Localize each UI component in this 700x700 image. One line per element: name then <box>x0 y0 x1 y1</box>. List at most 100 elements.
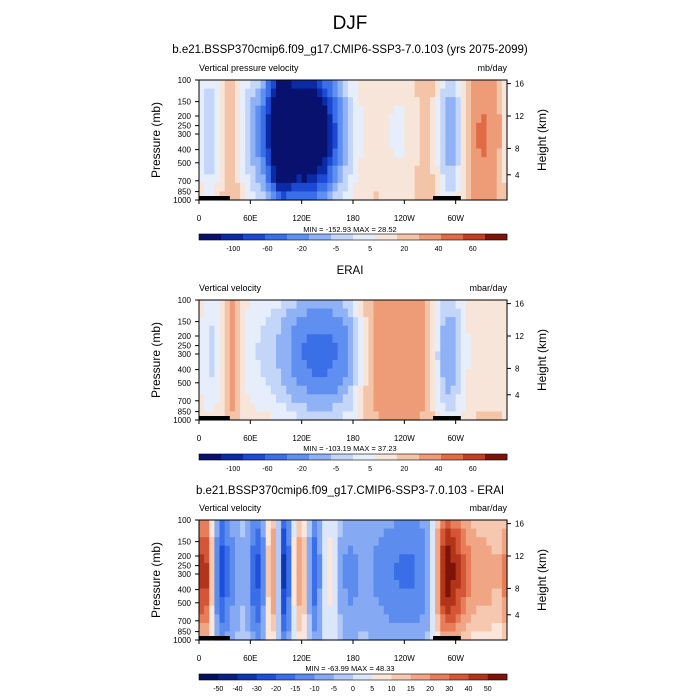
heatmap-cell <box>419 605 426 615</box>
heatmap-cell <box>337 360 344 370</box>
heatmap-cell <box>204 105 210 115</box>
heatmap-cell <box>358 588 364 598</box>
heatmap-cell <box>337 562 344 573</box>
heatmap-cell <box>481 105 488 115</box>
heatmap-cell <box>199 317 205 327</box>
heatmap-cell <box>286 528 292 538</box>
heatmap-cell <box>296 351 303 361</box>
heatmap-cell <box>209 182 215 193</box>
heatmap-cell <box>281 520 287 530</box>
heatmap-cell <box>265 300 272 310</box>
heatmap-cell <box>260 174 267 184</box>
heatmap-cell <box>409 80 416 90</box>
heatmap-cell <box>337 377 344 387</box>
heatmap-cell <box>240 402 246 413</box>
y2-tick-label: 4 <box>515 171 520 180</box>
heatmap-cell <box>245 545 251 555</box>
colorbar-swatch <box>265 234 288 240</box>
heatmap-cell <box>358 165 364 175</box>
heatmap-cell <box>363 114 369 124</box>
heatmap-cell <box>240 394 246 404</box>
heatmap-cell <box>229 554 236 564</box>
heatmap-cell <box>445 562 452 573</box>
heatmap-cell <box>414 88 421 98</box>
heatmap-cell <box>219 520 226 530</box>
heatmap-cell <box>306 334 313 344</box>
heatmap-cell <box>281 411 287 421</box>
heatmap-cell <box>450 165 457 175</box>
heatmap-cell <box>419 157 426 167</box>
heatmap-cell <box>342 122 349 133</box>
heatmap-cell <box>234 88 241 98</box>
heatmap-cell <box>337 605 344 615</box>
heatmap-cell <box>481 97 488 107</box>
heatmap-cell <box>342 377 349 387</box>
heatmap-cell <box>332 165 339 175</box>
heatmap-cell <box>430 191 436 201</box>
heatmap-cell <box>363 554 369 564</box>
heatmap-cell <box>471 377 477 387</box>
heatmap-cell <box>353 157 359 167</box>
heatmap-cell <box>501 97 508 107</box>
heatmap-cell <box>337 597 344 607</box>
heatmap-cell <box>240 368 246 378</box>
heatmap-cell <box>306 174 313 184</box>
heatmap-cell <box>347 622 354 633</box>
heatmap-cell <box>311 351 318 361</box>
heatmap-cell <box>409 131 416 141</box>
heatmap-cell <box>219 122 226 133</box>
heatmap-cell <box>317 394 323 404</box>
heatmap-cell <box>327 411 334 421</box>
heatmap-cell <box>306 528 313 538</box>
heatmap-cell <box>363 571 369 581</box>
heatmap-cell <box>435 308 441 318</box>
heatmap-cell <box>229 105 236 115</box>
heatmap-cell <box>471 562 477 573</box>
heatmap-cell <box>234 631 241 641</box>
heatmap-cell <box>424 588 431 598</box>
heatmap-cell <box>394 174 400 184</box>
heatmap-cell <box>347 157 354 167</box>
heatmap-cell <box>414 545 421 555</box>
heatmap-cell <box>501 114 508 124</box>
stats-text: MIN = -152.93 MAX = 28.52 <box>303 225 396 234</box>
colorbar-swatch <box>287 234 310 240</box>
heatmap-cell <box>440 368 446 378</box>
heatmap-cell <box>419 562 426 573</box>
heatmap-cell <box>342 182 349 193</box>
heatmap-cell <box>327 402 334 413</box>
heatmap-cell <box>234 520 241 530</box>
heatmap-cell <box>265 148 272 158</box>
heatmap-cell <box>404 545 411 555</box>
heatmap-cell <box>399 605 405 615</box>
heatmap-cell <box>265 122 272 133</box>
heatmap-cell <box>234 191 241 201</box>
heatmap-cell <box>373 411 380 421</box>
heatmap-cell <box>424 545 431 555</box>
heatmap-cell <box>204 605 210 615</box>
heatmap-cell <box>255 562 262 573</box>
heatmap-cell <box>378 360 385 370</box>
heatmap-cell <box>270 325 277 335</box>
heatmap-cell <box>245 622 251 633</box>
heatmap-cell <box>219 377 226 387</box>
heatmap-cell <box>209 325 215 335</box>
heatmap-cell <box>250 562 257 573</box>
heatmap-cell <box>455 342 462 353</box>
heatmap-cell <box>373 368 380 378</box>
heatmap-cell <box>276 520 282 530</box>
heatmap-cell <box>419 402 426 413</box>
heatmap-cell <box>270 605 277 615</box>
heatmap-cell <box>204 368 210 378</box>
heatmap-cell <box>291 114 298 124</box>
heatmap-cell <box>404 165 411 175</box>
heatmap-cell <box>229 174 236 184</box>
heatmap-cell <box>394 308 400 318</box>
heatmap-cell <box>496 300 503 310</box>
heatmap-cell <box>281 157 287 167</box>
heatmap-cell <box>245 411 251 421</box>
heatmap-cell <box>424 191 431 201</box>
heatmap-cell <box>399 191 405 201</box>
heatmap-cell <box>409 614 416 624</box>
heatmap-cell <box>481 165 488 175</box>
